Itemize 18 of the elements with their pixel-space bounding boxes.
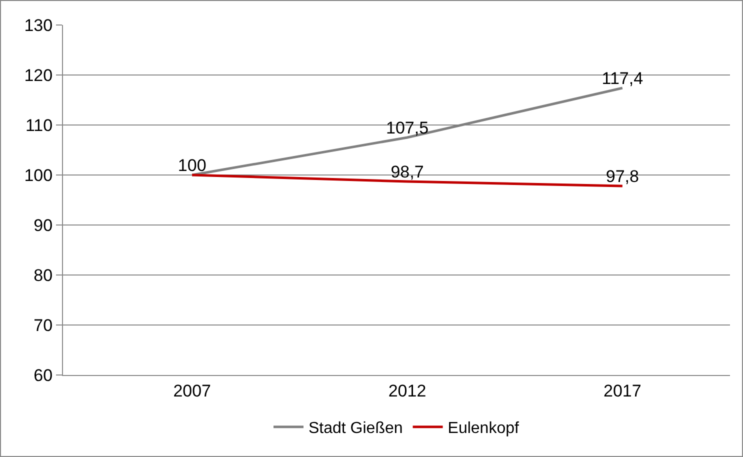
y-tick-label: 80: [34, 266, 53, 285]
data-label: 97,8: [606, 166, 639, 186]
x-tick-label: 2007: [173, 381, 212, 400]
data-label: 107,5: [386, 118, 429, 138]
data-label: 98,7: [390, 162, 424, 182]
legend-label: Eulenkopf: [448, 420, 520, 438]
data-label: 100: [178, 156, 206, 175]
y-tick-label: 70: [34, 316, 53, 335]
y-tick-label: 120: [24, 66, 53, 85]
x-tick-label: 2012: [388, 381, 426, 400]
data-label: 117,4: [602, 68, 644, 88]
legend-label: Stadt Gießen: [308, 420, 403, 438]
y-tick-label: 110: [25, 116, 53, 135]
y-tick-label: 90: [34, 216, 53, 235]
x-tick-label: 2017: [604, 381, 642, 400]
y-tick-label: 60: [34, 366, 53, 385]
y-tick-label: 100: [24, 166, 53, 185]
y-tick-label: 130: [24, 16, 53, 35]
